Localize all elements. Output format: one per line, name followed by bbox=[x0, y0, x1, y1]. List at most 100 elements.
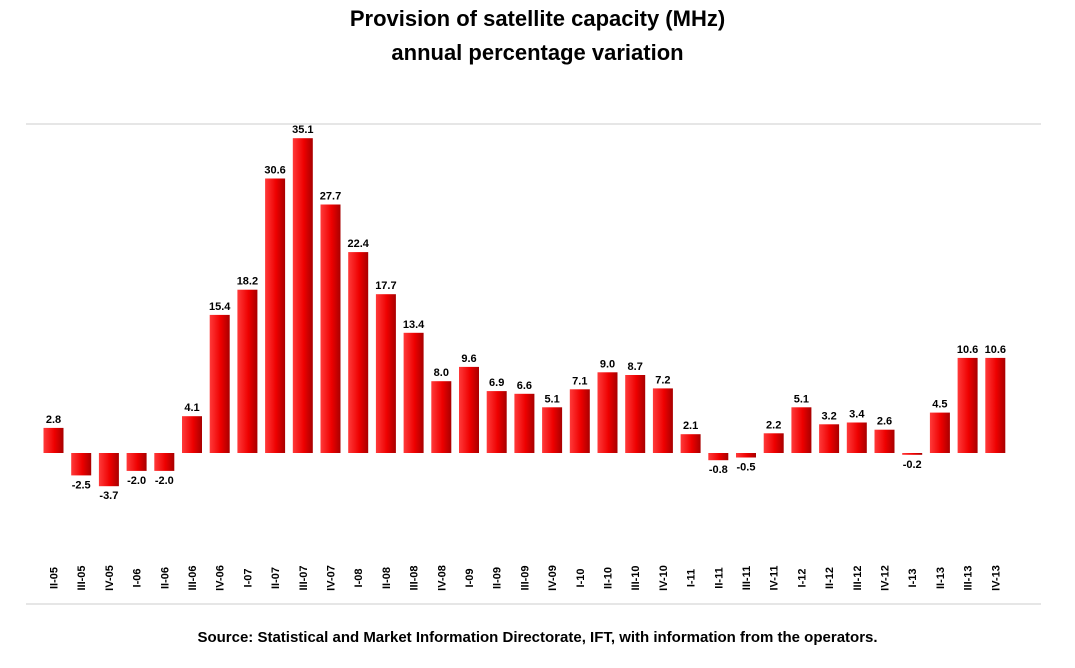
x-tick-label-III-08: III-08 bbox=[409, 565, 421, 590]
data-label-IV-07: 27.7 bbox=[320, 191, 341, 203]
bar-IV-05 bbox=[98, 453, 119, 487]
data-label-III-07: 35.1 bbox=[292, 124, 313, 136]
x-tick-label-III-07: III-07 bbox=[298, 565, 310, 590]
x-tick-label-I-11: I-11 bbox=[686, 569, 698, 587]
data-label-IV-08: 8.0 bbox=[434, 367, 449, 379]
data-label-III-08: 13.4 bbox=[403, 319, 425, 331]
x-tick-label-II-09: II-09 bbox=[492, 567, 504, 589]
data-label-IV-10: 7.2 bbox=[655, 374, 670, 386]
x-tick-label-I-07: I-07 bbox=[242, 569, 254, 588]
bar-IV-08 bbox=[431, 381, 452, 453]
x-tick-label-IV-13: IV-13 bbox=[990, 565, 1002, 591]
data-label-IV-06: 15.4 bbox=[209, 301, 231, 313]
x-tick-label-I-09: I-09 bbox=[464, 569, 476, 588]
x-tick-label-IV-10: IV-10 bbox=[658, 565, 670, 591]
x-tick-label-I-06: I-06 bbox=[132, 569, 144, 588]
data-label-I-09: 9.6 bbox=[461, 353, 476, 365]
bar-III-07 bbox=[292, 138, 313, 453]
x-tick-label-III-09: III-09 bbox=[519, 565, 531, 590]
data-label-I-07: 18.2 bbox=[237, 276, 258, 288]
bar-IV-12 bbox=[874, 429, 895, 453]
x-tick-label-IV-12: IV-12 bbox=[880, 565, 892, 591]
bar-II-13 bbox=[929, 412, 950, 453]
x-tick-label-III-06: III-06 bbox=[187, 565, 199, 590]
bar-II-08 bbox=[375, 294, 396, 453]
data-label-III-10: 8.7 bbox=[628, 361, 643, 373]
data-label-II-08: 17.7 bbox=[375, 280, 396, 292]
data-label-IV-12: 2.6 bbox=[877, 416, 892, 428]
bar-II-05 bbox=[43, 427, 64, 453]
bar-III-08 bbox=[403, 332, 424, 453]
x-tick-label-IV-11: IV-11 bbox=[769, 565, 781, 590]
x-tick-label-II-11: II-11 bbox=[713, 567, 725, 588]
bar-II-06 bbox=[154, 453, 175, 471]
x-tick-label-III-10: III-10 bbox=[630, 565, 642, 590]
bar-I-07 bbox=[237, 289, 258, 453]
x-tick-label-III-13: III-13 bbox=[963, 565, 975, 590]
x-tick-label-I-10: I-10 bbox=[575, 569, 587, 588]
x-tick-label-II-06: II-06 bbox=[159, 567, 171, 589]
bar-I-09 bbox=[459, 366, 479, 453]
x-tick-label-I-12: I-12 bbox=[796, 569, 808, 588]
bar-III-09 bbox=[514, 393, 535, 453]
source-note: Source: Statistical and Market Informati… bbox=[197, 629, 878, 646]
data-label-IV-13: 10.6 bbox=[985, 344, 1006, 356]
data-label-II-11: -0.8 bbox=[709, 464, 728, 476]
bar-III-10 bbox=[625, 375, 646, 453]
bar-I-08 bbox=[348, 252, 369, 453]
data-label-I-13: -0.2 bbox=[903, 459, 922, 471]
data-label-II-12: 3.2 bbox=[821, 410, 836, 422]
bar-II-11 bbox=[708, 453, 729, 461]
data-label-III-06: 4.1 bbox=[184, 402, 199, 414]
bar-IV-06 bbox=[209, 314, 230, 453]
chart-title-line-1: Provision of satellite capacity (MHz) bbox=[349, 6, 726, 31]
bar-III-12 bbox=[846, 422, 867, 453]
bar-IV-11 bbox=[763, 433, 784, 453]
bar-IV-07 bbox=[320, 204, 341, 453]
data-label-II-06: -2.0 bbox=[155, 475, 174, 487]
x-tick-label-III-11: III-11 bbox=[741, 566, 753, 590]
data-label-IV-11: 2.2 bbox=[766, 419, 781, 431]
data-label-II-13: 4.5 bbox=[932, 399, 947, 411]
data-label-IV-09: 5.1 bbox=[544, 393, 559, 405]
data-label-III-13: 10.6 bbox=[957, 344, 978, 356]
x-tick-label-IV-08: IV-08 bbox=[436, 565, 448, 591]
data-label-I-06: -2.0 bbox=[127, 475, 146, 487]
x-tick-label-I-08: I-08 bbox=[353, 569, 365, 588]
data-label-III-05: -2.5 bbox=[72, 479, 91, 491]
bar-I-06 bbox=[126, 453, 147, 471]
bar-II-09 bbox=[486, 391, 507, 453]
x-tick-label-IV-06: IV-06 bbox=[215, 565, 227, 591]
bar-IV-09 bbox=[542, 407, 563, 453]
data-label-III-12: 3.4 bbox=[849, 409, 865, 421]
bar-III-13 bbox=[957, 357, 978, 453]
data-label-II-05: 2.8 bbox=[46, 414, 61, 426]
bar-series: 2.8 II-05 -2.5 III-05 -3.7 IV-05 -2.0 I-06 -2.0 I… bbox=[43, 124, 1006, 591]
bar-I-13 bbox=[902, 453, 923, 455]
x-tick-label-II-12: II-12 bbox=[824, 567, 836, 589]
x-tick-label-IV-07: IV-07 bbox=[326, 565, 338, 591]
bar-IV-13 bbox=[985, 357, 1006, 453]
data-label-II-07: 30.6 bbox=[264, 165, 285, 177]
bar-I-10 bbox=[569, 389, 590, 453]
data-label-II-10: 9.0 bbox=[600, 358, 615, 370]
data-label-I-08: 22.4 bbox=[347, 238, 369, 250]
bar-II-12 bbox=[819, 424, 840, 453]
bar-II-07 bbox=[265, 178, 286, 453]
data-label-I-11: 2.1 bbox=[683, 420, 698, 432]
x-tick-label-III-05: III-05 bbox=[76, 565, 88, 590]
data-label-II-09: 6.9 bbox=[489, 377, 504, 389]
bar-I-11 bbox=[680, 434, 701, 453]
data-label-III-11: -0.5 bbox=[737, 462, 756, 474]
bar-III-06 bbox=[182, 416, 202, 453]
x-tick-label-III-12: III-12 bbox=[852, 565, 864, 590]
x-tick-label-II-10: II-10 bbox=[603, 567, 615, 589]
x-tick-label-II-08: II-08 bbox=[381, 567, 393, 589]
x-tick-label-I-13: I-13 bbox=[907, 569, 919, 588]
data-label-IV-05: -3.7 bbox=[99, 490, 118, 502]
data-label-I-10: 7.1 bbox=[572, 375, 587, 387]
bar-III-11 bbox=[736, 453, 756, 458]
bar-I-12 bbox=[791, 407, 812, 453]
x-tick-label-II-07: II-07 bbox=[270, 567, 282, 589]
bar-II-10 bbox=[597, 372, 618, 453]
